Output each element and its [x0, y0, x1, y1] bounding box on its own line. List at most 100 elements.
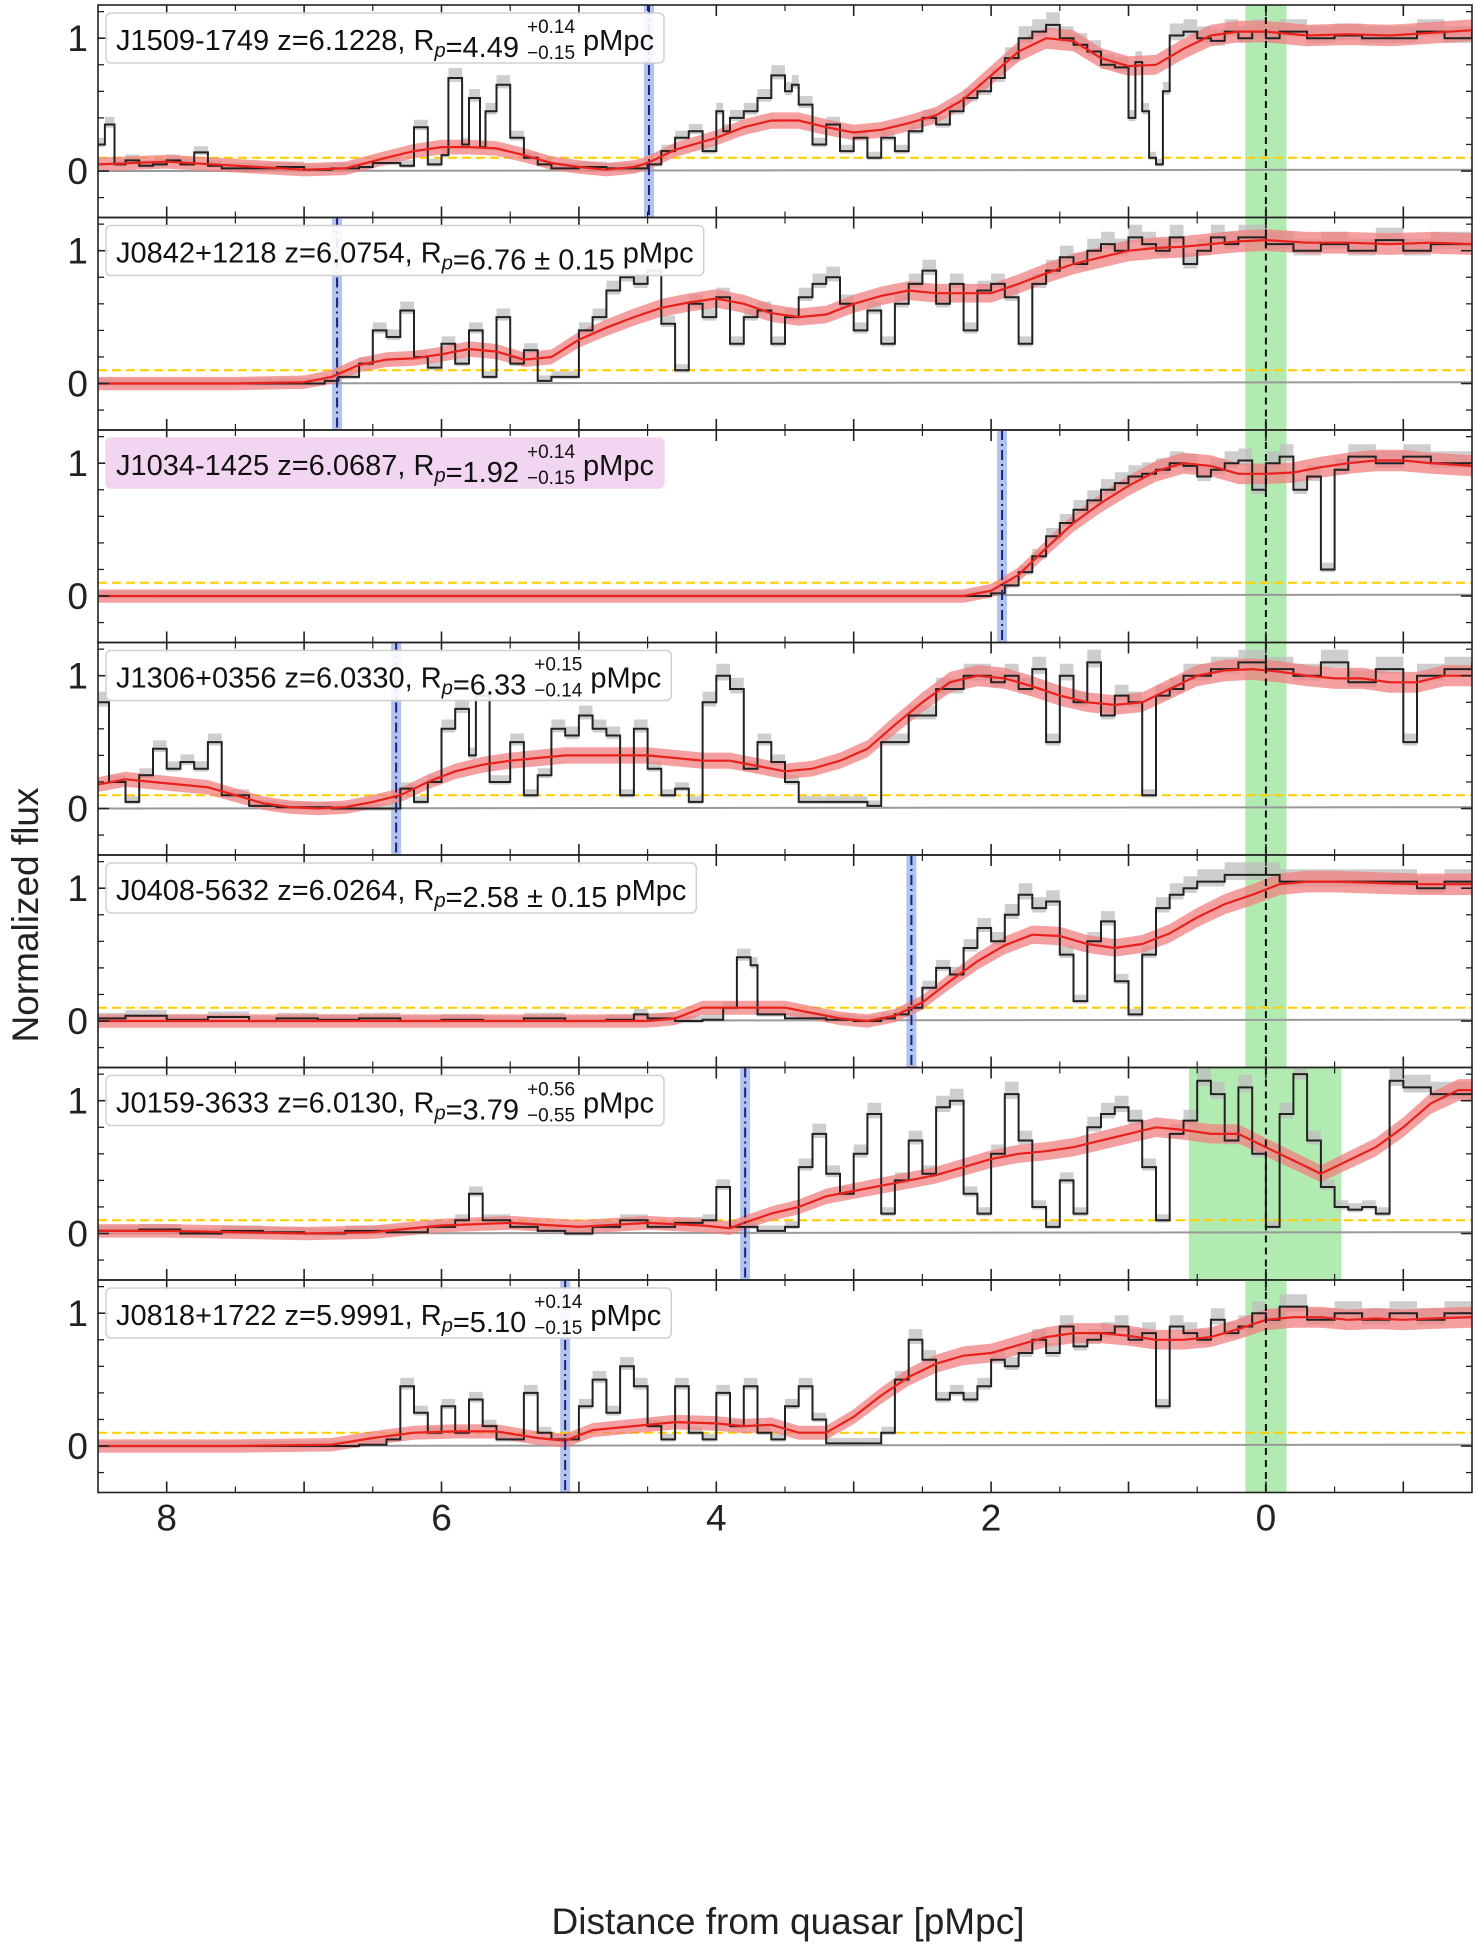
rp-subscript: p	[441, 678, 453, 700]
label-background	[105, 437, 665, 489]
rp-subscript: p	[433, 890, 445, 912]
rp-subscript: p	[441, 1315, 453, 1337]
redshift: z=6.1228,	[277, 25, 413, 57]
flux-spectrum	[98, 236, 1472, 385]
panel-j0408-5632: 1 0 J0408-5632 z=6.0264, Rp=2.58 ± 0.15 pMp…	[67, 854, 1473, 1069]
rp-unit: pMpc	[590, 1300, 661, 1332]
rp-value: =4.49	[446, 32, 519, 64]
panel-label: J1509-1749 z=6.1228, Rp=4.49 +0.14 −0.15 pM…	[105, 12, 665, 64]
rp-unit: pMpc	[583, 1088, 654, 1120]
panel-label: J0842+1218 z=6.0754, Rp=6.76 ± 0.15 pMpc	[105, 224, 705, 277]
panel-j1306+0356: 1 0 J1306+0356 z=6.0330, Rp=6.33 +0.15 −0.14…	[67, 641, 1473, 856]
rp-symbol: R	[414, 25, 435, 57]
model-curve	[98, 459, 1472, 598]
panel-j0159-3633: 1 0 J0159-3633 z=6.0130, Rp=3.79 +0.56 −0.55…	[67, 1066, 1473, 1281]
panel-label-text: J1034-1425 z=6.0687, Rp=1.92	[116, 450, 519, 489]
rp-unit: pMpc	[623, 238, 694, 270]
y-tick-label: 1	[67, 18, 88, 59]
quasar-name: J0818+1722	[116, 1300, 285, 1332]
plot-area	[98, 217, 1472, 430]
rp-symbol: R	[414, 1088, 435, 1120]
redshift: z=5.9991,	[285, 1300, 421, 1332]
label-background	[105, 224, 705, 277]
quasar-name: J0408-5632	[116, 875, 277, 907]
rp-error-minus: −0.14	[534, 681, 583, 702]
rp-value: =5.10	[453, 1307, 526, 1339]
model-curve	[98, 880, 1472, 1023]
model-curve	[98, 667, 1472, 810]
y-tick-label: 1	[67, 1293, 88, 1334]
rp-subscript: p	[433, 1103, 445, 1125]
y-tick-label: 1	[67, 231, 88, 272]
rp-error-plus: +0.14	[527, 17, 576, 38]
rp-error-plus: +0.14	[527, 442, 576, 463]
rp-value: =1.92	[446, 457, 519, 489]
rp-unit: pMpc	[583, 25, 654, 57]
panel-label-text: J1509-1749 z=6.1228, Rp=4.49	[116, 25, 519, 64]
plot-area	[98, 1280, 1472, 1493]
rp-symbol: R	[421, 238, 442, 270]
panel-label: J0408-5632 z=6.0264, Rp=2.58 ± 0.15 pMpc	[105, 862, 698, 914]
model-curve	[98, 1316, 1472, 1448]
rp-symbol: R	[421, 663, 442, 695]
model-band	[98, 870, 1472, 1028]
quasar-name: J0159-3633	[116, 1088, 277, 1120]
rp-subscript: p	[433, 40, 445, 62]
flux-spectrum	[98, 455, 1472, 597]
model-band	[98, 19, 1472, 177]
y-tick-label: 0	[67, 364, 88, 405]
rp-symbol: R	[421, 1300, 442, 1332]
quasar-name: J1034-1425	[116, 450, 277, 482]
rp-error-plus: +0.56	[527, 1080, 575, 1101]
model-band	[98, 449, 1472, 603]
redshift: z=6.0687,	[277, 450, 413, 482]
flux-spectrum	[98, 873, 1472, 1022]
y-tick-label: 0	[67, 1426, 88, 1467]
y-tick-label: 1	[67, 1081, 88, 1122]
panel-j0842+1218: 1 0 J0842+1218 z=6.0754, Rp=6.76 ± 0.15 pMp…	[67, 216, 1473, 431]
panel-label: J1306+0356 z=6.0330, Rp=6.33 +0.15 −0.14 pM…	[105, 649, 672, 702]
model-curve	[98, 1089, 1472, 1235]
rp-unit: pMpc	[583, 450, 654, 482]
x-tick-label: 0	[1256, 1498, 1277, 1539]
panel-j0818+1722: 1 0 J0818+1722 z=5.9991, Rp=5.10 +0.14 −0.15…	[67, 1279, 1473, 1494]
y-tick-label: 0	[67, 576, 88, 617]
y-tick-label: 1	[67, 868, 88, 909]
label-background	[105, 1287, 672, 1339]
quasar-name: J1509-1749	[116, 25, 277, 57]
panel-label: J0159-3633 z=6.0130, Rp=3.79 +0.56 −0.55 pM…	[105, 1074, 665, 1127]
plot-area	[98, 1067, 1472, 1280]
rp-error-minus: −0.15	[527, 468, 575, 489]
panel-j1034-1425: 1 0 J1034-1425 z=6.0687, Rp=1.92 +0.14 −0.15…	[67, 429, 1473, 644]
rp-symbol: R	[414, 450, 435, 482]
x-tick-label: 2	[981, 1498, 1002, 1539]
model-band	[98, 1306, 1472, 1453]
panel-label-text: J0408-5632 z=6.0264, Rp=2.58 ± 0.15	[116, 875, 607, 914]
panel-label: J1034-1425 z=6.0687, Rp=1.92 +0.14 −0.15 pM…	[105, 437, 665, 489]
y-tick-label: 0	[67, 1214, 88, 1255]
y-tick-label: 1	[67, 656, 88, 697]
rp-error-plus: +0.15	[534, 655, 582, 676]
y-tick-label: 0	[67, 151, 88, 192]
x-tick-label: 4	[706, 1498, 727, 1539]
rp-error-plus: +0.14	[534, 1292, 583, 1313]
rp-value: =2.58 ± 0.15	[446, 882, 608, 914]
rp-error-minus: −0.55	[527, 1106, 575, 1127]
rp-error-minus: −0.15	[534, 1318, 582, 1339]
rp-value: =3.79	[446, 1095, 519, 1127]
x-tick-label: 8	[156, 1498, 177, 1539]
model-curve	[98, 238, 1472, 385]
rp-value: =6.76 ± 0.15	[453, 245, 615, 277]
y-tick-label: 0	[67, 1001, 88, 1042]
label-background	[105, 12, 665, 64]
rp-unit: pMpc	[615, 875, 686, 907]
rp-error-minus: −0.15	[527, 43, 575, 64]
rp-unit: pMpc	[590, 663, 661, 695]
panel-j1509-1749: 1 0 J1509-1749 z=6.1228, Rp=4.49 +0.14 −0.15…	[67, 4, 1473, 219]
panel-label-text: J1306+0356 z=6.0330, Rp=6.33	[116, 663, 526, 702]
plot-area	[98, 5, 1472, 218]
panel-label-text: J0159-3633 z=6.0130, Rp=3.79	[116, 1088, 519, 1127]
x-tick-labels: 8 6 4 2 0	[156, 1498, 1276, 1539]
quasar-name: J0842+1218	[116, 238, 285, 270]
